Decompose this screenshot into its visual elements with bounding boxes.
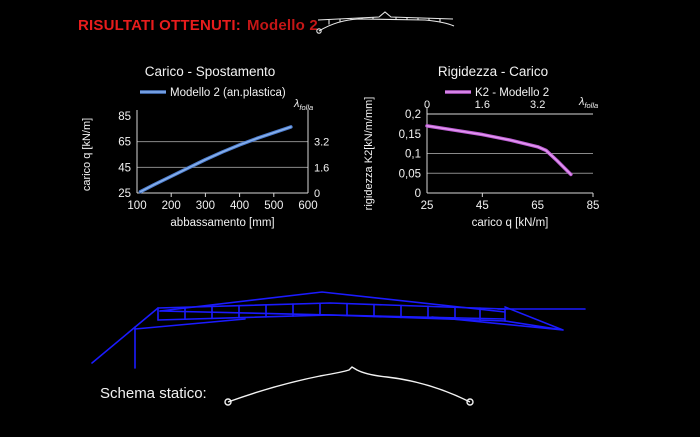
x-axis-title: carico q [kN/m] <box>472 217 549 229</box>
secondary-tick-label: 3.2 <box>530 99 545 111</box>
y-axis-title: rigidezza K2[kN/m/mm] <box>363 97 375 211</box>
bridge-back-stay <box>91 307 159 364</box>
secondary-axis-sub: folla <box>584 101 598 110</box>
schema-hinge-right-icon <box>466 398 474 406</box>
x-tick-label: 500 <box>264 200 283 212</box>
bridge-elevation-sketch <box>316 11 455 34</box>
x-tick-label: 400 <box>230 200 249 212</box>
schema-statico-diagram <box>224 366 474 406</box>
chart-title: Carico - Spostamento <box>145 64 276 79</box>
secondary-tick-label: 1.6 <box>475 99 490 111</box>
bridge-lower-stay <box>134 318 246 330</box>
y-tick-label: 0,15 <box>399 129 421 141</box>
title-model: Modello 2 <box>246 17 318 34</box>
y-tick-label: 0,2 <box>405 109 421 121</box>
x-tick-label: 25 <box>421 200 434 212</box>
y-tick-label: 65 <box>118 137 131 149</box>
x-tick-label: 200 <box>162 200 181 212</box>
chart-rigidezza-carico: 0 1.6 3.2 λfolla 25 45 65 85 0 0,05 0,1 0,15 0,2 cari… <box>360 58 615 243</box>
x-tick-label: 100 <box>127 200 146 212</box>
y-tick-label: 0,05 <box>399 168 421 180</box>
schema-statico-label: Schema statico: <box>100 385 207 402</box>
y-tick-label: 45 <box>118 162 131 174</box>
y-tick-label: 85 <box>118 111 131 123</box>
secondary-tick-label: 0 <box>314 188 320 200</box>
legend-label: Modello 2 (an.plastica) <box>170 87 286 99</box>
series-line-highlight <box>139 126 292 193</box>
secondary-axis-label: λfolla <box>293 98 313 112</box>
secondary-tick-label: 3.2 <box>314 137 329 149</box>
secondary-tick-label: 0 <box>424 99 430 111</box>
series-line-highlight <box>426 125 572 176</box>
x-tick-label: 65 <box>531 200 544 212</box>
bridge-apex-cable <box>159 291 506 313</box>
sketch-cable <box>318 18 455 32</box>
y-tick-label: 25 <box>118 188 131 200</box>
y-axis-title: carico q [kN/m] <box>81 118 93 191</box>
x-tick-label: 600 <box>298 200 317 212</box>
secondary-axis-sub: folla <box>299 103 313 112</box>
chart-title: Rigidezza - Carico <box>438 64 548 79</box>
x-tick-label: 85 <box>587 200 600 212</box>
secondary-axis-label: λfolla <box>578 96 598 110</box>
chart-carico-spostamento: 0 1.6 3.2 λfolla 100 200 300 400 500 600 25 45 65 85 a… <box>78 58 333 243</box>
page-title: RISULTATI OTTENUTI: Modello 2 <box>78 17 318 34</box>
sketch-support-icon <box>316 28 322 34</box>
x-tick-label: 300 <box>196 200 215 212</box>
title-main: RISULTATI OTTENUTI: <box>78 17 241 34</box>
x-axis-title: abbassamento [mm] <box>170 217 274 229</box>
sketch-hangers <box>328 17 441 25</box>
bridge-deformed-wireframe <box>91 291 586 369</box>
chart-canvas: 0 1.6 3.2 λfolla 100 200 300 400 500 600 25 45 65 85 a… <box>81 64 329 229</box>
secondary-tick-label: 1.6 <box>314 162 329 174</box>
bridge-overlap-line <box>159 310 506 320</box>
bridge-right-convergence <box>431 306 564 331</box>
y-tick-label: 0 <box>415 188 421 200</box>
sketch-deck <box>317 11 454 21</box>
series-line <box>425 124 573 177</box>
chart-canvas: 0 1.6 3.2 λfolla 25 45 65 85 0 0,05 0,1 0,15 0,2 cari… <box>363 64 600 229</box>
bridge-deck-top-chord <box>157 302 506 310</box>
series-line <box>138 125 293 194</box>
schema-arch <box>227 366 471 403</box>
legend-label: K2 - Modello 2 <box>475 87 549 99</box>
schema-hinge-left-icon <box>224 398 232 406</box>
y-tick-label: 0,1 <box>405 149 421 161</box>
x-tick-label: 45 <box>476 200 489 212</box>
